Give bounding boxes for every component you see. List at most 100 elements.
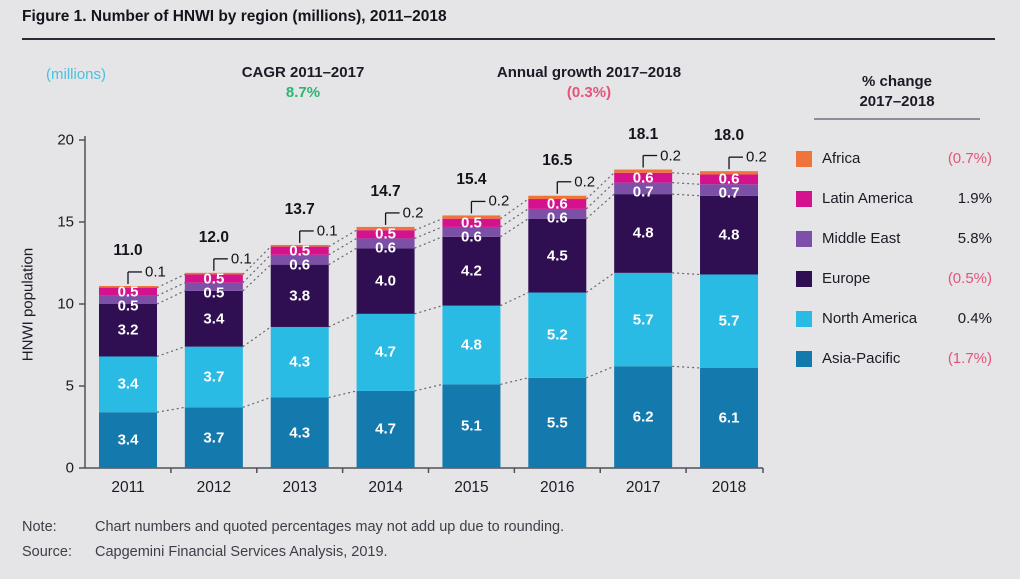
bar-segment xyxy=(614,182,673,195)
legend-item-europe: Europe (0.5%) xyxy=(792,260,1004,300)
segment-value-label: 0.5 xyxy=(203,270,225,288)
bar-total-label: 16.5 xyxy=(542,151,573,169)
segment-connector-line xyxy=(328,390,357,399)
segment-value-label: 4.8 xyxy=(461,336,482,354)
bar-total-label: 18.0 xyxy=(713,127,745,145)
segment-connector-line xyxy=(328,313,357,328)
bar-total-label: 12.0 xyxy=(198,228,229,246)
legend-value: (0.5%) xyxy=(947,270,992,287)
segment-value-label: 0.6 xyxy=(289,256,311,274)
bar-segment xyxy=(356,248,415,314)
segment-value-label: 4.7 xyxy=(375,420,397,438)
bar-segment xyxy=(700,171,759,175)
segment-connector-line xyxy=(585,272,615,294)
bar-segment xyxy=(528,195,587,200)
note-row: Note: Chart numbers and quoted percentag… xyxy=(22,519,564,535)
bar-segment xyxy=(99,285,157,288)
bar-segment xyxy=(700,274,759,368)
segment-value-label: 4.5 xyxy=(546,247,568,265)
x-category-label: 2015 xyxy=(454,479,489,496)
segment-connector-line xyxy=(585,172,615,200)
x-category-label: 2016 xyxy=(540,479,575,496)
segment-connector-line xyxy=(414,218,443,231)
segment-value-label: 5.5 xyxy=(546,414,568,432)
segment-value-label: 4.8 xyxy=(632,224,654,242)
segment-value-label: 0.5 xyxy=(461,214,482,232)
title-divider xyxy=(22,38,995,40)
legend-divider xyxy=(814,118,980,120)
segment-connector-line xyxy=(672,365,701,369)
bar-segment xyxy=(356,390,415,468)
bar-segment xyxy=(184,407,243,468)
segment-value-label: 0.7 xyxy=(632,183,654,201)
bar-segment xyxy=(442,226,501,237)
segment-value-label: 0.6 xyxy=(632,169,654,187)
segment-value-label: 5.7 xyxy=(632,311,654,329)
segment-value-label: 0.6 xyxy=(375,239,397,257)
segment-connector-line xyxy=(585,193,615,220)
bar-segment xyxy=(270,254,329,265)
bar-segment xyxy=(99,356,157,413)
legend-label: North America xyxy=(822,310,918,327)
segment-connector-line xyxy=(242,396,271,408)
legend-swatch xyxy=(796,151,812,167)
bar-segment xyxy=(184,272,243,275)
x-category-label: 2012 xyxy=(196,479,232,496)
bar-segment xyxy=(528,218,587,293)
segment-connector-line xyxy=(672,193,701,197)
bar-segment xyxy=(184,290,243,347)
africa-callout-value: 0.1 xyxy=(316,222,338,240)
legend-label: Middle East xyxy=(822,230,901,247)
legend-value: 5.8% xyxy=(957,230,992,247)
segment-connector-line xyxy=(156,273,186,289)
x-category-label: 2014 xyxy=(368,479,403,496)
bar-segment xyxy=(184,282,243,291)
segment-value-label: 4.3 xyxy=(289,353,311,371)
legend-item-north-america: North America 0.4% xyxy=(792,300,1004,340)
legend-item-asia-pacific: Asia-Pacific (1.7%) xyxy=(792,340,1004,380)
bar-segment xyxy=(700,195,759,275)
segment-value-label: 3.7 xyxy=(203,368,225,386)
y-tick-label: 20 xyxy=(57,131,74,149)
legend-swatch xyxy=(796,191,812,207)
source-label: Source: xyxy=(22,544,72,560)
legend-label: Europe xyxy=(822,270,871,287)
segment-connector-line xyxy=(500,377,529,385)
bar-segment xyxy=(700,174,759,185)
segment-value-label: 5.1 xyxy=(461,417,482,435)
bar-segment xyxy=(270,264,329,327)
segment-connector-line xyxy=(585,182,615,210)
segment-value-label: 3.4 xyxy=(203,310,225,328)
bar-segment xyxy=(356,226,415,231)
bar-segment xyxy=(442,305,501,385)
segment-value-label: 0.5 xyxy=(375,225,397,243)
y-tick-label: 15 xyxy=(57,213,74,231)
segment-connector-line xyxy=(242,246,272,275)
legend-label: Africa xyxy=(822,150,861,167)
source-row: Source: Capgemini Financial Services Ana… xyxy=(22,544,388,560)
africa-callout-value: 0.2 xyxy=(660,147,682,165)
africa-callout-value: 0.2 xyxy=(488,192,510,210)
legend-value: 1.9% xyxy=(957,190,992,207)
africa-callout-value: 0.2 xyxy=(746,148,767,166)
legend: % change 2017–2018 Africa (0.7%) Latin Ame… xyxy=(792,72,1004,380)
bar-segment xyxy=(99,295,157,304)
segment-value-label: 0.5 xyxy=(289,242,311,260)
x-category-label: 2013 xyxy=(282,479,317,496)
bar-total-label: 13.7 xyxy=(284,200,315,218)
bar-segment xyxy=(528,208,587,219)
segment-value-label: 0.6 xyxy=(546,209,568,227)
segment-connector-line xyxy=(156,346,186,358)
figure-title: Figure 1. Number of HNWI by region (mill… xyxy=(22,8,447,25)
bar-segment xyxy=(442,215,501,219)
segment-connector-line xyxy=(500,198,529,220)
y-tick-label: 5 xyxy=(65,377,74,395)
segment-connector-line xyxy=(242,254,272,284)
note-text: Chart numbers and quoted percentages may… xyxy=(95,519,565,535)
bar-total-label: 11.0 xyxy=(113,241,143,259)
segment-value-label: 3.4 xyxy=(117,431,139,449)
x-category-label: 2017 xyxy=(625,479,661,496)
bar-segment xyxy=(99,412,157,468)
bar-total-label: 14.7 xyxy=(370,182,401,200)
